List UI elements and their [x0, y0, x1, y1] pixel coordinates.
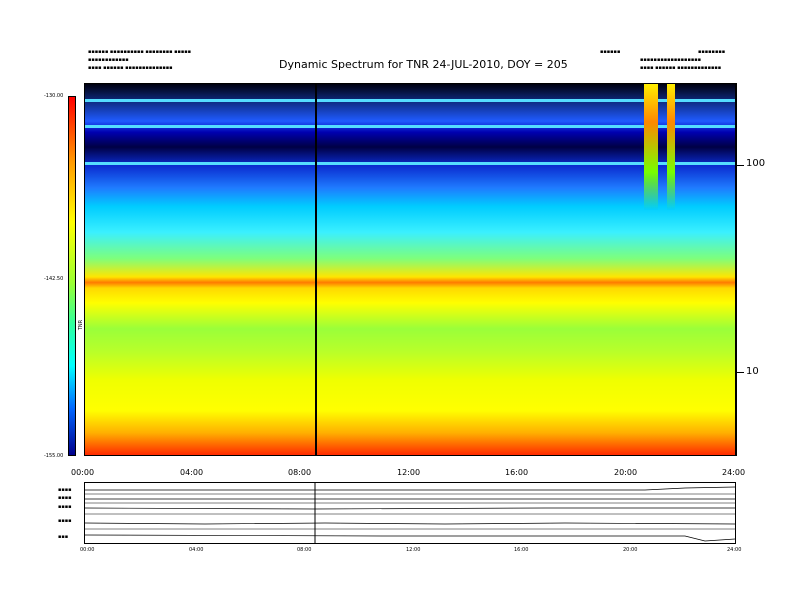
trace-1 [85, 486, 735, 491]
panel-label: ▪▪▪▪ [58, 518, 72, 524]
trace-4 [85, 522, 735, 525]
panel-label: ▪▪▪▪ [58, 495, 72, 501]
colorbar-tick-bottom: -155.00 [44, 453, 64, 459]
x-tick-label: 08:00 [288, 468, 312, 477]
spectrum-band [85, 124, 735, 128]
x-tick-label: 12:00 [397, 468, 421, 477]
header-left-line2: ▪▪▪▪▪▪▪▪▪▪▪▪ [88, 57, 129, 63]
y-axis-line [736, 83, 737, 456]
trace-5 [85, 534, 735, 542]
header-right-line2: ▪▪▪▪▪▪▪▪▪▪▪▪▪▪▪▪▪▪ [640, 57, 701, 63]
header-right-line1b: ▪▪▪▪▪▪▪▪ [698, 49, 726, 55]
colorbar-tick-top: -130.00 [44, 93, 64, 99]
colorbar [68, 96, 76, 456]
panel-label: ▪▪▪▪ [58, 487, 72, 493]
spectrum-band [85, 98, 735, 102]
x-tick-label: 16:00 [505, 468, 529, 477]
header-right-line3: ▪▪▪▪ ▪▪▪▪▪▪ ▪▪▪▪▪▪▪▪▪▪▪▪▪ [640, 65, 722, 71]
trace-3 [85, 507, 735, 510]
chart-title: Dynamic Spectrum for TNR 24-JUL-2010, DO… [279, 58, 568, 71]
emission-burst [644, 84, 659, 211]
lower-x-tick: 16:00 [514, 547, 529, 553]
lower-x-tick: 12:00 [406, 547, 421, 553]
emission-burst [666, 84, 675, 211]
y-tick-label: 100 [746, 158, 766, 169]
lower-x-tick: 04:00 [189, 547, 204, 553]
lower-panel-traces [85, 483, 735, 543]
lower-x-tick: 00:00 [80, 547, 95, 553]
lower-x-tick: 08:00 [297, 547, 312, 553]
lower-x-tick: 24:00 [727, 547, 742, 553]
y-tick-major [736, 165, 744, 166]
x-tick-label: 20:00 [614, 468, 638, 477]
x-tick-label: 00:00 [71, 468, 95, 477]
colorbar-tick-mid: -142.50 [44, 276, 64, 282]
x-tick-label: 24:00 [722, 468, 746, 477]
lower-panel [84, 482, 736, 544]
time-marker-line [315, 84, 317, 455]
panel-label: ▪▪▪ [58, 534, 69, 540]
y-tick-label: 10 [746, 366, 759, 377]
header-left-line1: ▪▪▪▪▪▪ ▪▪▪▪▪▪▪▪▪▪ ▪▪▪▪▪▪▪▪ ▪▪▪▪▪ [88, 49, 192, 55]
header-left-line3: ▪▪▪▪ ▪▪▪▪▪▪ ▪▪▪▪▪▪▪▪▪▪▪▪▪▪ [88, 65, 173, 71]
lower-x-tick: 20:00 [623, 547, 638, 553]
panel-label: ▪▪▪▪ [58, 504, 72, 510]
y-tick-major [736, 372, 744, 373]
x-tick-label: 04:00 [180, 468, 204, 477]
header-right-line1: ▪▪▪▪▪▪ [600, 49, 621, 55]
spectrum-band [85, 161, 735, 165]
spectrogram-plot [84, 83, 736, 456]
